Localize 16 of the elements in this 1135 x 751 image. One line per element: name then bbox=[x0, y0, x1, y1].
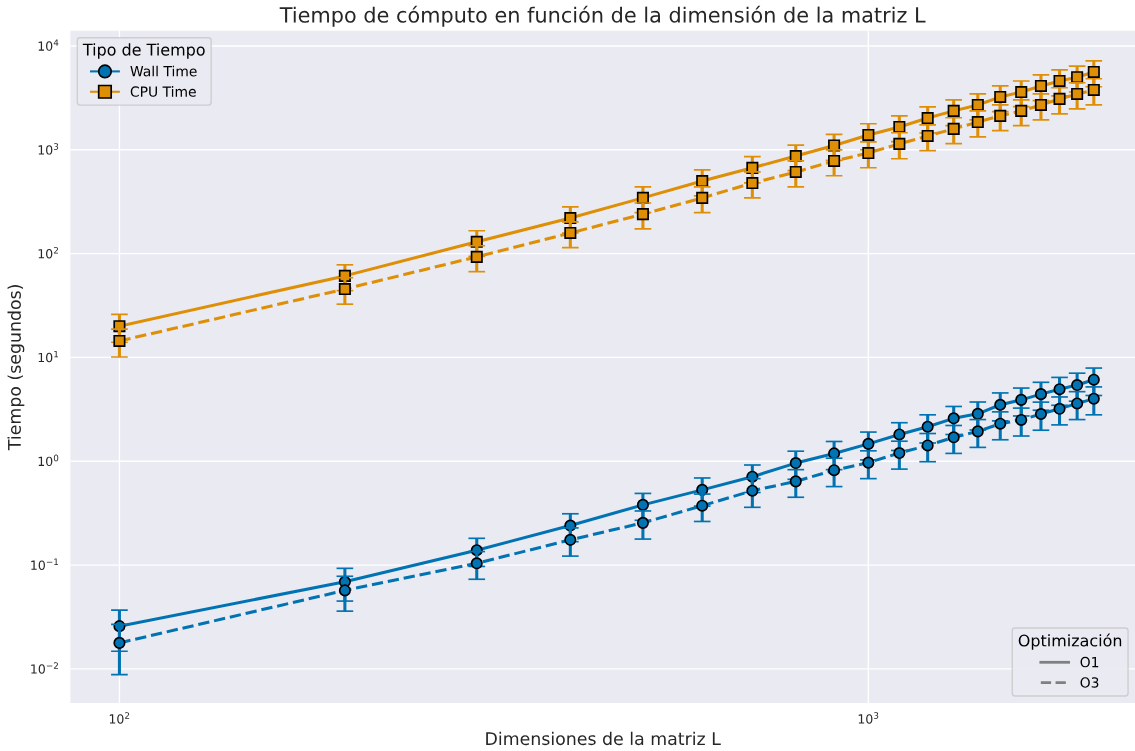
annotation: O1 bbox=[1080, 656, 1099, 668]
y-tick-label: 10$^{4}$ bbox=[38, 39, 59, 51]
annotation: Optimización bbox=[1018, 633, 1122, 650]
legend-label: Wall Time bbox=[130, 65, 197, 77]
y-tick-label: 10$^{3}$ bbox=[38, 143, 59, 155]
y-tick-label: 10$^{−1}$ bbox=[31, 558, 58, 570]
y-tick-label: 10$^{−2}$ bbox=[31, 662, 58, 674]
y-axis-title: Tiempo (segundos) bbox=[7, 285, 25, 451]
y-tick-label: 10$^{0}$ bbox=[38, 454, 59, 467]
annotation: O3 bbox=[1080, 677, 1099, 688]
chart-title: Tiempo de cómputo en función de la dimensión de la matriz L bbox=[279, 5, 926, 27]
x-axis-title: Dimensiones de la matriz L bbox=[486, 731, 721, 746]
y-tick-label: 10$^{1}$ bbox=[38, 350, 59, 363]
y-tick-label: 10$^{2}$ bbox=[38, 246, 58, 259]
legend-label: CPU Time bbox=[130, 86, 196, 97]
legend-title: Tipo de Tiempo bbox=[82, 43, 205, 59]
